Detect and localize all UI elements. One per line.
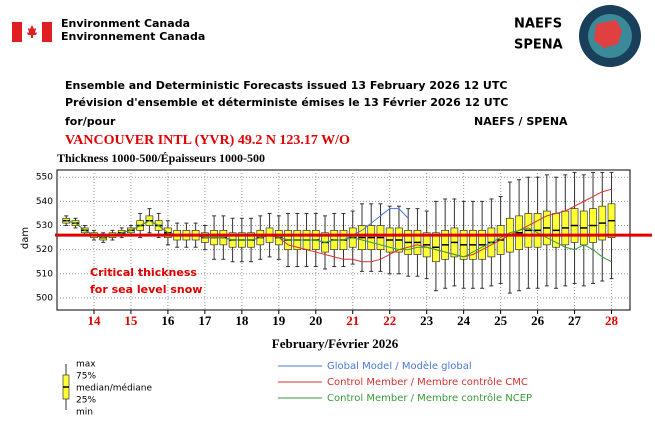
x-tick-label: 15 [124,313,138,328]
x-tick-label: 14 [87,313,101,328]
x-tick-label: 16 [161,313,175,328]
plot-frame [56,169,631,311]
legend-label: Control Member / Membre contrôle CMC [327,376,528,388]
y-tick-label: 510 [36,269,53,279]
box-legend-label: 75% [76,372,96,382]
series-line [66,220,612,263]
box-legend-label: max [76,360,96,370]
issue: Prévision d'ensemble et déterministe émi… [65,96,508,109]
y-tick-label: 530 [36,221,53,231]
x-tick-label: 18 [235,313,249,328]
maple-leaf [27,25,37,38]
x-tick-label: 24 [457,313,471,328]
y-tick-label: 540 [36,197,53,207]
x-tick-label: 26 [531,313,545,328]
legend-label: Control Member / Membre contrôle NCEP [327,392,532,404]
y-label: dam [20,227,31,249]
box-legend-label: min [76,408,93,418]
y-tick-label: 500 [36,293,53,303]
x-label: February/Février 2026 [272,336,399,351]
threshold-label: Critical thickness [90,266,197,279]
logo [594,20,622,48]
x-tick-label: 25 [494,313,508,328]
threshold-label: for sea level snow [90,283,202,296]
x-tick-label: 20 [309,313,322,328]
chart-title: Thickness 1000-500/Épaisseurs 1000-500 [57,151,265,165]
x-tick-label: 22 [383,313,396,328]
x-tick-label: 21 [346,313,359,328]
naefs-spena: NAEFS / SPENA [474,115,568,128]
flag-band [42,22,52,42]
naefs: NAEFS [514,17,562,32]
x-tick-label: 28 [605,313,619,328]
x-tick-label: 23 [420,313,434,328]
issue: Ensemble and Deterministic Forecasts iss… [65,79,507,92]
agency: Environnement Canada [61,30,205,43]
y-tick-label: 550 [36,173,53,183]
y-tick-label: 520 [36,245,53,255]
spena: SPENA [514,38,563,53]
x-tick-label: 19 [272,313,286,328]
x-tick-label: 17 [198,313,212,328]
agency: Environment Canada [61,17,190,30]
x-tick-label: 27 [568,313,582,328]
box-legend-label: median/médiane [76,383,153,394]
for: for/pour [65,115,116,128]
box-legend-label: 25% [76,396,96,406]
flag-band [12,22,22,42]
legend-label: Global Model / Modèle global [327,360,472,372]
station: VANCOUVER INTL (YVR) 49.2 N 123.17 W/O [65,133,350,148]
